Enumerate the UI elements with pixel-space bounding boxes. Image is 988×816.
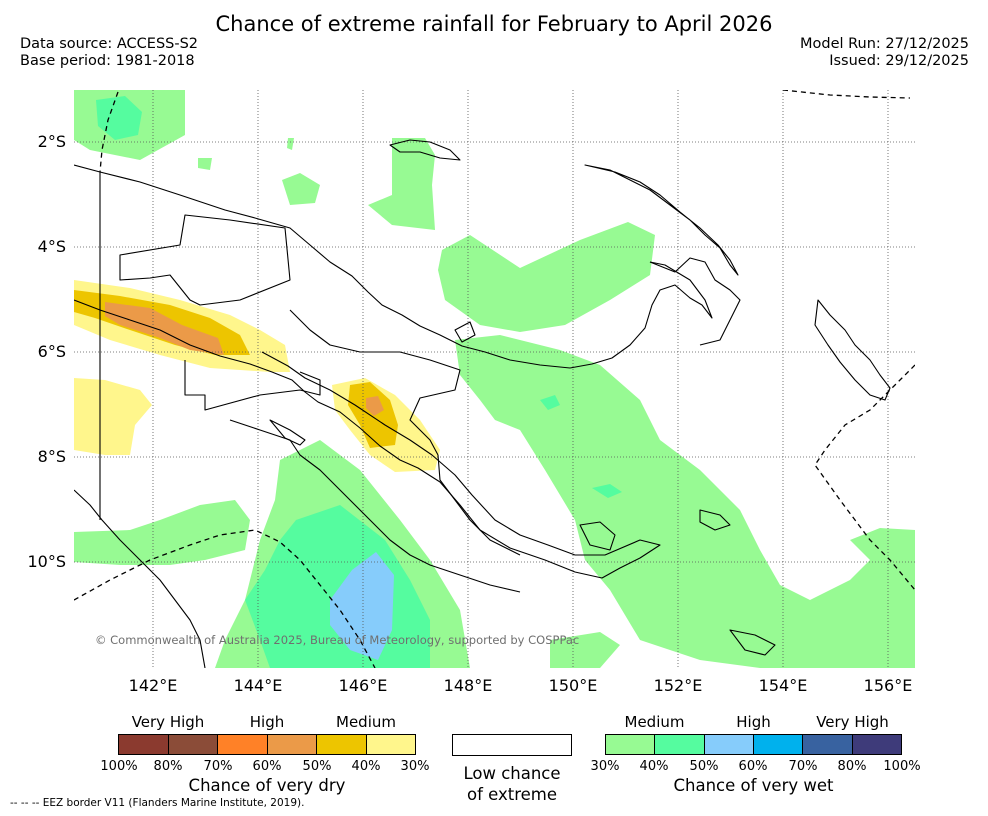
dry-swatch-1 (119, 735, 169, 754)
dry-legend-title: Chance of very dry (188, 776, 346, 795)
wet-category-medium: Medium (624, 713, 685, 731)
wet-category-very-high: Very High (816, 713, 889, 731)
map-canvas (74, 90, 915, 668)
dry-swatch-4 (267, 735, 317, 754)
lon-label-150e: 150°E (548, 676, 598, 695)
dry-tick: 70% (203, 759, 233, 774)
wet-swatch-5 (803, 735, 853, 754)
dry-shading (74, 280, 440, 472)
lat-label-10s: 10°S (27, 552, 66, 571)
data-source-block: Data source: ACCESS-S2 Base period: 1981… (20, 36, 198, 70)
lon-label-148e: 148°E (443, 676, 493, 695)
issued-date: Issued: 29/12/2025 (829, 53, 969, 69)
dry-tick: 100% (100, 759, 138, 774)
lon-label-144e: 144°E (233, 676, 283, 695)
lat-label-8s: 8°S (37, 447, 66, 466)
wet-tick: 70% (788, 759, 818, 774)
run-info-block: Model Run: 27/12/2025 Issued: 29/12/2025 (800, 36, 969, 70)
low-chance-label: Low chance of extreme (432, 763, 592, 805)
wet-legend-title: Chance of very wet (673, 776, 834, 795)
wet-tick: 30% (590, 759, 620, 774)
lon-label-146e: 146°E (338, 676, 388, 695)
dry-tick: 60% (252, 759, 282, 774)
eez-borders (74, 90, 915, 668)
dry-category-very-high: Very High (131, 713, 205, 731)
wet-swatch-1 (606, 735, 656, 754)
map-title: Chance of extreme rainfall for February … (215, 12, 773, 36)
dry-swatch-3 (218, 735, 268, 754)
lat-label-6s: 6°S (37, 342, 66, 361)
wet-tick: 80% (837, 759, 867, 774)
wet-swatch-4 (753, 735, 804, 754)
wet-swatch-3 (704, 735, 754, 754)
dry-tick: 30% (400, 759, 430, 774)
lat-label-2s: 2°S (37, 132, 66, 151)
model-run: Model Run: 27/12/2025 (799, 36, 969, 52)
low-chance-line-1: Low chance (463, 764, 561, 783)
rainfall-map (74, 90, 915, 668)
dry-tick: 80% (153, 759, 183, 774)
wet-swatch-6 (852, 735, 901, 754)
wet-swatch-2 (655, 735, 705, 754)
lat-label-4s: 4°S (37, 237, 66, 256)
dry-swatch-6 (366, 735, 415, 754)
dry-tick: 40% (351, 759, 381, 774)
lon-label-154e: 154°E (758, 676, 808, 695)
wet-colorbar (605, 734, 902, 755)
low-chance-line-2: of extreme (466, 785, 558, 804)
wet-tick: 60% (738, 759, 768, 774)
lon-label-152e: 152°E (653, 676, 703, 695)
gridlines (74, 90, 915, 668)
dry-category-high: High (249, 713, 285, 731)
lon-label-142e: 142°E (128, 676, 178, 695)
wet-tick: 50% (689, 759, 719, 774)
copyright-notice: © Commonwealth of Australia 2025, Bureau… (95, 633, 580, 647)
lon-label-156e: 156°E (863, 676, 913, 695)
coastlines (74, 139, 891, 668)
data-source: Data source: ACCESS-S2 (20, 36, 199, 52)
dry-colorbar (118, 734, 416, 755)
dry-swatch-5 (317, 735, 367, 754)
dry-swatch-2 (168, 735, 218, 754)
wet-tick: 100% (883, 759, 921, 774)
wet-tick: 40% (639, 759, 669, 774)
dry-category-medium: Medium (336, 713, 396, 731)
wet-category-high: High (736, 713, 771, 731)
low-chance-swatch (452, 734, 572, 756)
wet-shading (74, 90, 915, 668)
eez-footnote: -- -- -- EEZ border V11 (Flanders Marine… (10, 797, 305, 809)
base-period: Base period: 1981-2018 (20, 53, 195, 69)
dry-tick: 50% (302, 759, 332, 774)
